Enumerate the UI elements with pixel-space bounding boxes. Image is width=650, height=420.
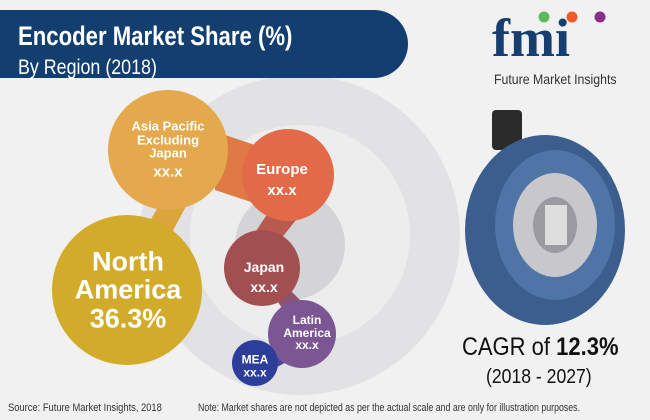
page-title: Encoder Market Share (%) xyxy=(18,21,293,51)
logo-tagline: Future Market Insights xyxy=(494,71,617,87)
source-note: Source: Future Market Insights, 2018 xyxy=(8,402,162,414)
label-europe: Europe xx.x xyxy=(256,160,308,199)
region-value: xx.x xyxy=(295,338,319,353)
bubble-japan xyxy=(224,230,300,306)
region-value: xx.x xyxy=(243,365,267,379)
bubble-latin-america xyxy=(268,300,336,368)
fmi-logo: fmi xyxy=(492,8,606,68)
region-value: xx.x xyxy=(153,163,183,181)
bubble-europe xyxy=(242,129,334,221)
cagr-text: CAGR of 12.3% xyxy=(462,333,619,362)
label-asia-pacific: Asia Pacific Excluding Japan xx.x xyxy=(132,120,205,181)
region-name-line: Excluding xyxy=(136,132,200,148)
region-value: 36.3% xyxy=(89,303,167,334)
bubble-asia-pacific xyxy=(108,90,228,210)
region-name-line: Asia Pacific xyxy=(131,118,205,134)
page-subtitle: By Region (2018) xyxy=(18,56,157,79)
cagr-value: 12.3% xyxy=(556,333,619,361)
region-name: MEA xyxy=(241,352,269,367)
region-name-line: Latin xyxy=(292,313,322,328)
encoder-product-icon xyxy=(465,110,625,325)
cagr-prefix: CAGR of xyxy=(462,333,557,361)
region-value: xx.x xyxy=(250,278,278,295)
bubble-mea xyxy=(232,340,278,386)
region-value: xx.x xyxy=(267,181,297,199)
scale-note: Note: Market shares are not depicted as … xyxy=(198,402,581,414)
region-name-line: America xyxy=(283,325,331,340)
title-banner: Encoder Market Share (%) By Region (2018… xyxy=(0,10,408,79)
bubble-north-america xyxy=(52,215,202,365)
svg-text:fmi: fmi xyxy=(492,8,570,68)
region-name-line: America xyxy=(74,274,182,305)
region-name: Europe xyxy=(256,160,308,178)
label-latin-america: Latin America xx.x xyxy=(283,314,330,352)
label-north-america: North America 36.3% xyxy=(75,247,182,332)
region-name: Japan xyxy=(243,258,285,275)
region-name-line: Japan xyxy=(149,145,187,161)
region-name-line: North xyxy=(92,246,164,277)
cagr-period: (2018 - 2027) xyxy=(486,366,592,388)
label-japan: Japan xx.x xyxy=(244,260,284,294)
label-mea: MEA xx.x xyxy=(242,353,269,378)
